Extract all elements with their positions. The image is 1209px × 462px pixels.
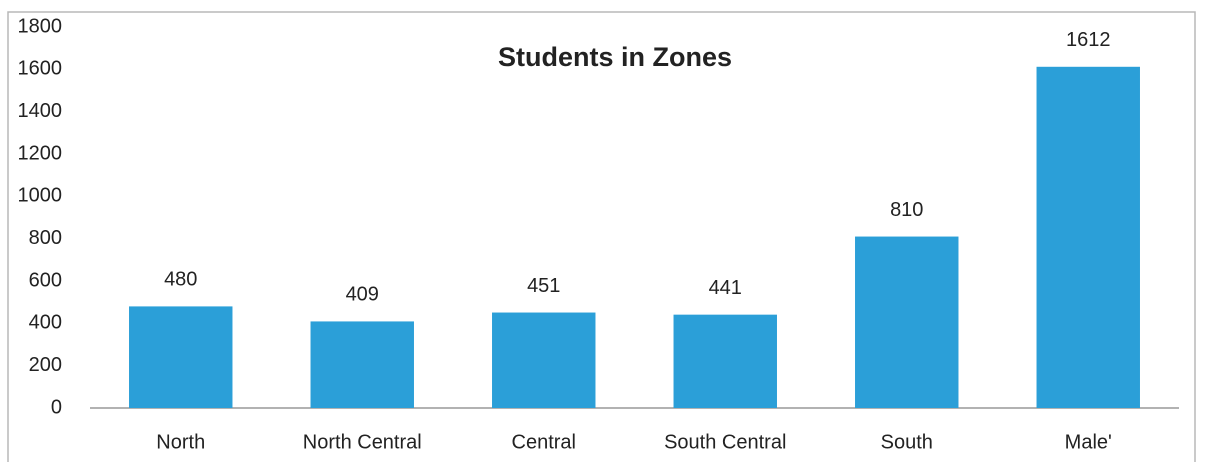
x-tick-label: Central [512, 431, 576, 453]
data-label: 1612 [1066, 29, 1111, 51]
y-tick-label: 1200 [18, 142, 63, 164]
x-tick-label: South Central [664, 431, 786, 453]
bar [310, 321, 414, 408]
y-tick-label: 1800 [18, 15, 63, 37]
x-tick-label: Male' [1065, 431, 1112, 453]
data-label: 810 [890, 199, 923, 221]
x-tick-label: South [881, 431, 933, 453]
bar [129, 306, 233, 408]
bar [673, 314, 777, 408]
x-tick-label: North [156, 431, 205, 453]
bar [1036, 66, 1140, 408]
y-tick-label: 1600 [18, 58, 63, 80]
y-tick-label: 1400 [18, 100, 63, 122]
y-tick-label: 600 [29, 269, 62, 291]
chart-frame [7, 11, 1196, 462]
y-tick-label: 200 [29, 354, 62, 376]
y-tick-label: 0 [51, 396, 62, 418]
data-label: 480 [164, 269, 197, 291]
data-label: 451 [527, 275, 560, 297]
x-tick-label: North Central [303, 431, 422, 453]
y-tick-label: 800 [29, 227, 62, 249]
bar [855, 236, 959, 408]
bar [492, 312, 596, 408]
y-tick-label: 1000 [18, 185, 63, 207]
y-tick-label: 400 [29, 312, 62, 334]
data-label: 441 [709, 277, 742, 299]
data-label: 409 [346, 284, 379, 306]
chart-title: Students in Zones [498, 42, 732, 72]
